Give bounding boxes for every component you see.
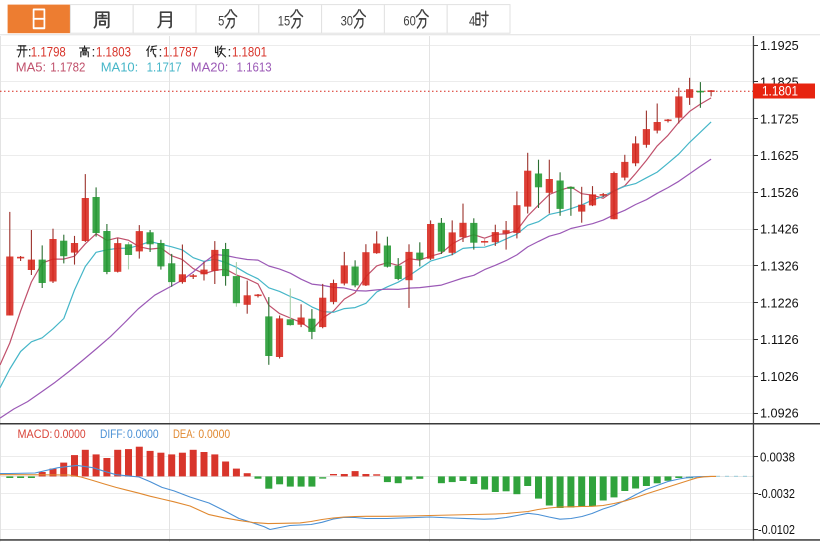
svg-text:1.1725: 1.1725 bbox=[760, 111, 799, 126]
svg-text:1.1026: 1.1026 bbox=[760, 369, 799, 384]
svg-text:30: 30 bbox=[341, 13, 354, 29]
svg-text:DIFF:: DIFF: bbox=[100, 427, 125, 441]
svg-text:1.1925: 1.1925 bbox=[760, 38, 799, 53]
svg-text:60: 60 bbox=[403, 13, 416, 29]
svg-text:1.1801: 1.1801 bbox=[762, 83, 798, 99]
svg-text:MA10:: MA10: bbox=[101, 59, 139, 74]
svg-text::: : bbox=[28, 44, 32, 60]
svg-text:-0.0032: -0.0032 bbox=[758, 486, 795, 501]
svg-text:1.1526: 1.1526 bbox=[760, 185, 799, 200]
svg-text:0.0000: 0.0000 bbox=[127, 427, 159, 441]
svg-text:1.0926: 1.0926 bbox=[760, 406, 799, 421]
svg-text:1.1613: 1.1613 bbox=[237, 59, 272, 74]
svg-text:-0.0102: -0.0102 bbox=[758, 522, 795, 537]
svg-text:1.1798: 1.1798 bbox=[31, 44, 66, 60]
svg-text:1.1801: 1.1801 bbox=[232, 44, 267, 60]
svg-text:1.1782: 1.1782 bbox=[50, 59, 85, 74]
svg-text:1.1625: 1.1625 bbox=[760, 148, 799, 163]
svg-text:5: 5 bbox=[218, 13, 224, 29]
svg-text:4: 4 bbox=[469, 13, 475, 29]
svg-text:MA20:: MA20: bbox=[191, 59, 229, 74]
svg-text:0.0038: 0.0038 bbox=[760, 450, 795, 465]
svg-text::: : bbox=[92, 44, 96, 60]
svg-text:15: 15 bbox=[278, 13, 291, 29]
svg-text:0.0000: 0.0000 bbox=[54, 427, 86, 441]
svg-text:MACD:: MACD: bbox=[18, 427, 53, 441]
svg-text:1.1426: 1.1426 bbox=[760, 222, 799, 237]
svg-text:1.1126: 1.1126 bbox=[760, 332, 799, 347]
svg-text:1.1717: 1.1717 bbox=[147, 59, 182, 74]
svg-text:1.1803: 1.1803 bbox=[96, 44, 131, 60]
svg-text:0.0000: 0.0000 bbox=[198, 427, 230, 441]
svg-text:1.1787: 1.1787 bbox=[163, 44, 198, 60]
svg-text:MA5:: MA5: bbox=[16, 59, 46, 74]
svg-text::: : bbox=[159, 44, 163, 60]
svg-text:DEA:: DEA: bbox=[173, 427, 195, 441]
svg-text::: : bbox=[228, 44, 232, 60]
svg-text:1.1226: 1.1226 bbox=[760, 295, 799, 310]
svg-text:1.1326: 1.1326 bbox=[760, 259, 799, 274]
